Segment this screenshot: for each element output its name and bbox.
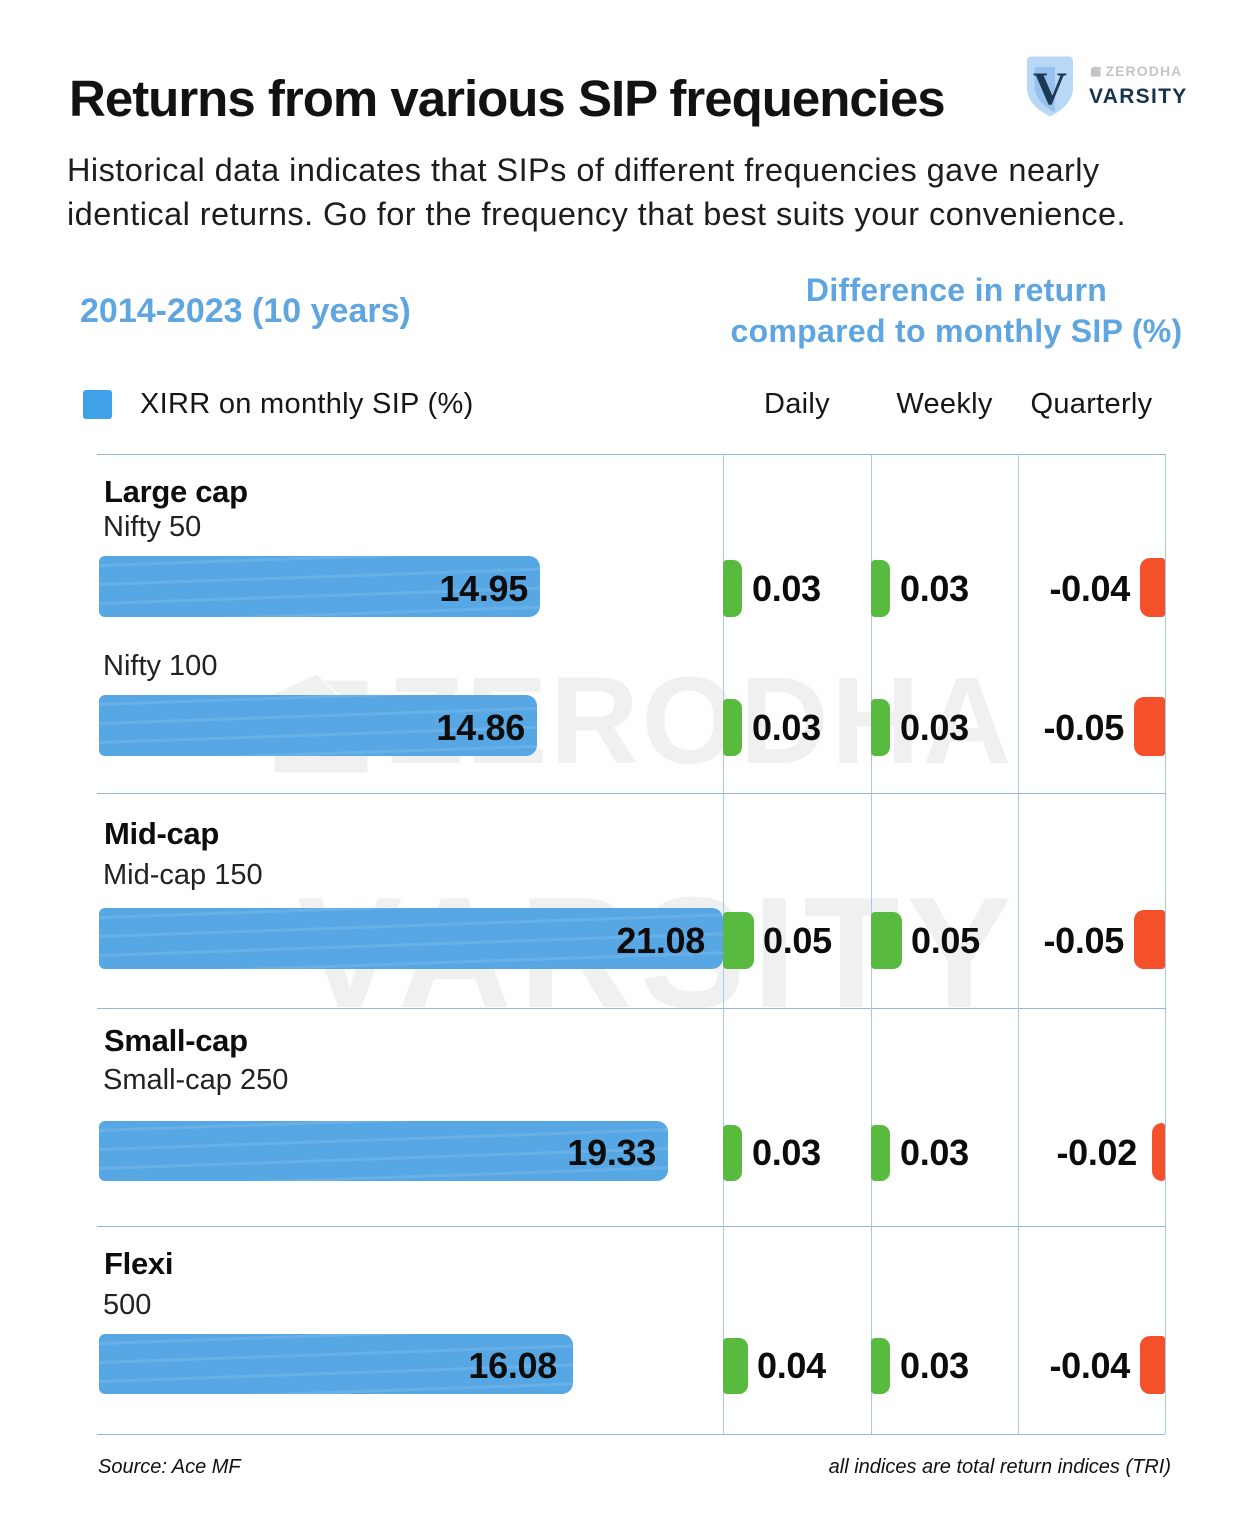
- svg-text:V: V: [1033, 63, 1067, 115]
